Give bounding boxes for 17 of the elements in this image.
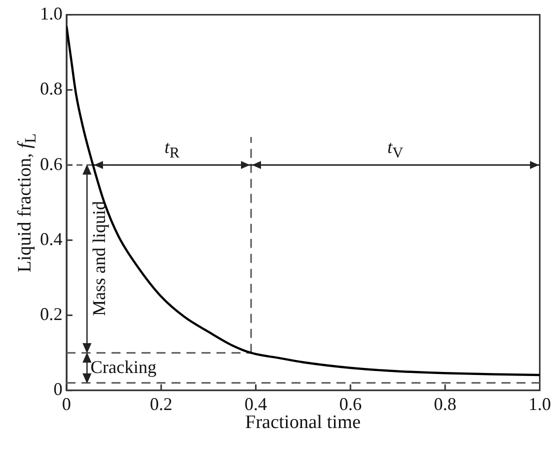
x-tick-label: 0.8 <box>434 394 456 414</box>
annotation: Mass and liquid <box>88 201 110 316</box>
annotation: t$_{V}$ <box>387 137 404 162</box>
x-tick-label: 0.2 <box>150 394 172 414</box>
annotation: Cracking <box>90 357 156 378</box>
y-tick-label: 0.8 <box>40 78 62 99</box>
x-axis-title: Fractional time <box>245 412 361 434</box>
x-tick-label: 0.6 <box>339 394 362 414</box>
y-tick-label: 0.4 <box>40 228 62 249</box>
x-tick-label: 0.4 <box>244 394 268 414</box>
y-tick-label: 0.6 <box>40 154 62 174</box>
x-tick-label: 1.0 <box>528 394 551 414</box>
y-tick-label: 0 <box>54 379 62 400</box>
y-tick-label: 1.0 <box>40 4 62 24</box>
y-tick-label: 0.2 <box>40 304 62 324</box>
line-series <box>66 24 540 376</box>
annotation: t$_{R}$ <box>164 137 180 162</box>
